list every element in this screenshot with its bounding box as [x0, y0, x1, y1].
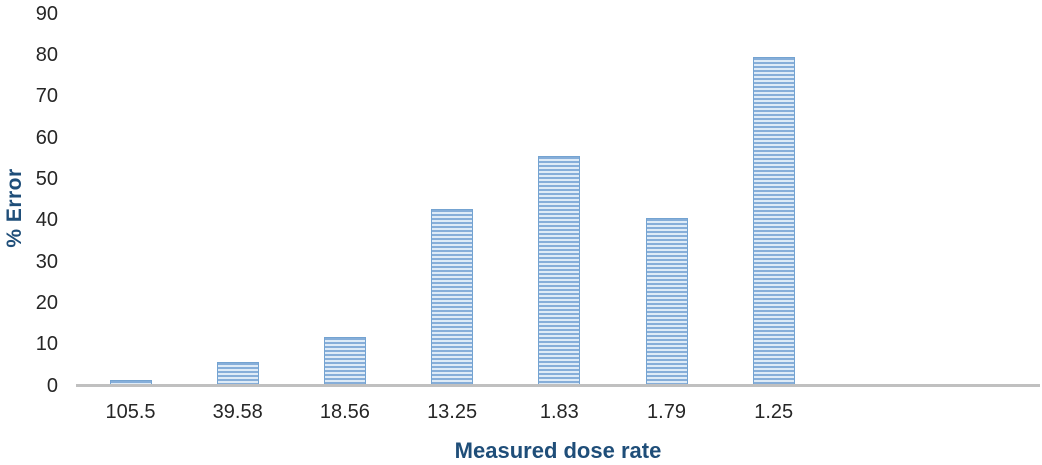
x-tick-label: 1.83	[539, 401, 579, 423]
y-tick-label: 30	[35, 250, 58, 273]
x-tick-label: 1.25	[754, 401, 794, 423]
x-tick-label: 105.5	[105, 401, 156, 423]
bar	[645, 218, 688, 385]
x-axis-title: Measured dose rate	[454, 438, 662, 463]
x-tick-label: 1.79	[647, 401, 686, 423]
y-tick-label: 50	[35, 167, 58, 190]
y-tick-label: 0	[46, 374, 58, 397]
bar	[752, 57, 795, 385]
y-tick-label: 60	[35, 126, 58, 149]
bar	[323, 337, 366, 385]
bar	[538, 156, 581, 385]
y-tick-label: 20	[35, 291, 58, 314]
x-tick-label: 13.25	[427, 401, 478, 423]
bar	[431, 209, 474, 385]
y-tick-label: 80	[35, 43, 58, 66]
bar	[216, 362, 259, 385]
y-tick-label: 70	[35, 85, 58, 108]
x-tick-label: 18.56	[319, 401, 370, 423]
y-tick-label: 10	[35, 333, 58, 356]
y-tick-label: 40	[35, 209, 58, 232]
x-tick-label: 39.58	[212, 401, 263, 423]
x-axis-line	[76, 384, 1040, 387]
y-tick-label: 90	[35, 2, 58, 25]
